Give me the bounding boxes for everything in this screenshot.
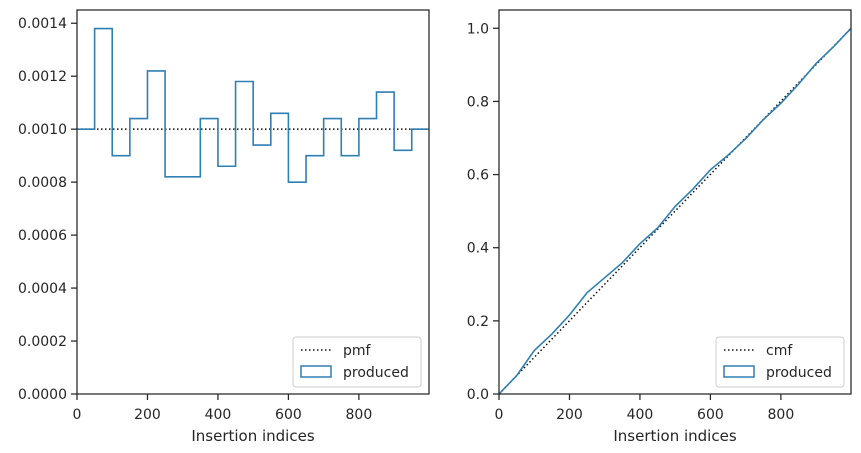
left-legend: pmf produced (292, 336, 422, 388)
x-tick-label: 200 (556, 407, 583, 423)
y-tick-label: 0.0004 (18, 281, 67, 297)
y-tick-label: 0.6 (467, 168, 489, 184)
left-ticks: 0 200 400 600 800 0.0000 0.0002 0.0004 0.0006 0.0… (18, 16, 372, 423)
y-tick-label: 0.0008 (18, 175, 67, 191)
right-ticks: 0 200 400 600 800 0.0 0.2 0.4 0.6 0.8 1.0 (467, 21, 795, 423)
x-tick-label: 0 (495, 407, 504, 423)
y-tick-label: 0.0002 (18, 334, 67, 350)
right-legend-cmf-label: cmf (766, 343, 793, 359)
right-legend: cmf produced (715, 336, 845, 388)
produced-series-line (77, 27, 429, 183)
right-x-axis-label: Insertion indices (613, 427, 736, 445)
y-tick-label: 0.0006 (18, 228, 67, 244)
right-axes-frame (498, 9, 852, 395)
y-tick-label: 0.8 (467, 94, 489, 110)
x-tick-label: 600 (697, 407, 724, 423)
right-chart-panel: 0 200 400 600 800 0.0 0.2 0.4 0.6 0.8 1.0 Insertio… (467, 9, 852, 445)
y-tick-label: 1.0 (467, 21, 489, 37)
left-legend-produced-swatch (300, 365, 332, 378)
y-tick-label: 0.0000 (18, 387, 67, 403)
x-tick-label: 400 (205, 407, 232, 423)
left-legend-produced-label: produced (343, 365, 409, 381)
left-legend-pmf-label: pmf (343, 343, 372, 359)
y-tick-label: 0.2 (467, 314, 489, 330)
y-tick-label: 0.0 (467, 387, 489, 403)
y-tick-label: 0.0010 (18, 122, 67, 138)
left-chart-panel: 0 200 400 600 800 0.0000 0.0002 0.0004 0.0006 0.0… (18, 9, 430, 445)
x-tick-label: 600 (275, 407, 302, 423)
y-tick-label: 0.0012 (18, 69, 67, 85)
y-tick-label: 0.0014 (18, 16, 67, 32)
cmf-reference-line (498, 27, 852, 395)
produced-series-line (498, 27, 852, 395)
x-tick-label: 800 (768, 407, 795, 423)
x-tick-label: 0 (73, 407, 82, 423)
right-legend-produced-swatch (723, 365, 755, 378)
left-x-axis-label: Insertion indices (191, 427, 314, 445)
left-axes-frame (76, 9, 430, 395)
x-tick-label: 400 (627, 407, 654, 423)
left-plot-marks (77, 27, 429, 183)
right-legend-produced-label: produced (766, 365, 832, 381)
x-tick-label: 800 (346, 407, 373, 423)
right-plot-marks (498, 27, 852, 395)
x-tick-label: 200 (134, 407, 161, 423)
y-tick-label: 0.4 (467, 241, 489, 257)
